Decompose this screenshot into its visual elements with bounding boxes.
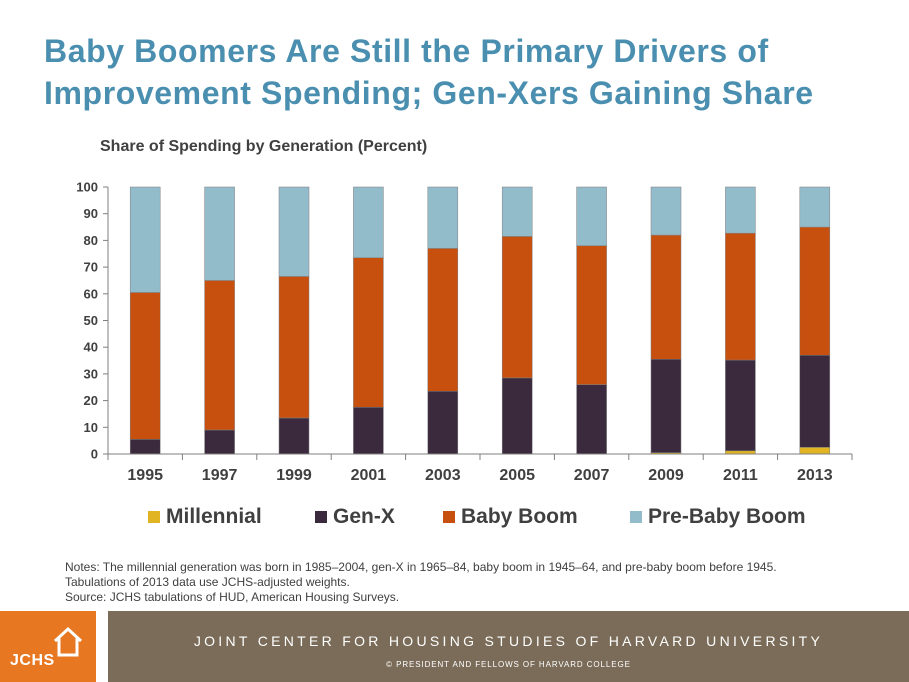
bar-gen-x-1995 [129, 439, 161, 455]
y-tick-label-10: 10 [84, 420, 98, 435]
legend-item-pre-baby-boom: Pre-Baby Boom [630, 505, 806, 529]
y-tick-label-50: 50 [84, 313, 98, 328]
bar-pre-baby-boom-1997 [204, 186, 235, 281]
bar-pre-baby-boom-1995 [129, 186, 161, 293]
y-tick-label-60: 60 [84, 286, 98, 301]
house-outline-icon [53, 626, 83, 657]
bar-gen-x-2003 [427, 391, 459, 455]
chart-legend: Millennial Gen-X Baby Boom Pre-Baby Boom [0, 505, 909, 533]
legend-swatch-baby-boom [443, 511, 455, 523]
bar-gen-x-1999 [278, 417, 310, 455]
footer-institution: JOINT CENTER FOR HOUSING STUDIES OF HARV… [193, 633, 824, 649]
bar-baby-boom-1995 [129, 292, 161, 440]
bar-baby-boom-2003 [427, 248, 459, 392]
x-tick-label-2005: 2005 [499, 467, 535, 484]
bar-baby-boom-1999 [278, 276, 310, 419]
x-tick-label-1995: 1995 [127, 467, 163, 484]
chart-notes: Notes: The millennial generation was bor… [65, 560, 777, 605]
bar-pre-baby-boom-2013 [799, 186, 831, 228]
notes-line-1: Notes: The millennial generation was bor… [65, 560, 777, 574]
bar-baby-boom-2009 [650, 234, 682, 360]
y-tick-label-80: 80 [84, 233, 98, 248]
y-tick-label-40: 40 [84, 340, 98, 355]
bar-baby-boom-2005 [501, 236, 533, 379]
jchs-logo: JCHS [0, 611, 96, 682]
x-tick-label-2001: 2001 [351, 467, 387, 484]
source-line: Source: JCHS tabulations of HUD, America… [65, 590, 400, 604]
footer-copyright: © PRESIDENT AND FELLOWS OF HARVARD COLLE… [386, 660, 631, 669]
page-title: Baby Boomers Are Still the Primary Drive… [44, 30, 894, 114]
bar-gen-x-2001 [353, 407, 384, 455]
y-tick-label-20: 20 [84, 393, 98, 408]
bar-gen-x-2009 [650, 358, 682, 453]
bar-pre-baby-boom-1999 [278, 186, 310, 277]
bar-gen-x-1997 [204, 429, 235, 455]
bar-gen-x-2005 [501, 377, 533, 455]
x-tick-label-2013: 2013 [797, 467, 833, 484]
legend-item-millennial: Millennial [148, 505, 262, 529]
bar-pre-baby-boom-2011 [725, 186, 756, 234]
bar-baby-boom-1997 [204, 280, 235, 431]
x-tick-label-2009: 2009 [648, 467, 684, 484]
bar-pre-baby-boom-2005 [501, 186, 533, 237]
bar-millennial-2013 [799, 447, 831, 455]
y-tick-label-30: 30 [84, 366, 98, 381]
bar-gen-x-2007 [576, 384, 607, 455]
bar-gen-x-2013 [799, 354, 831, 448]
legend-swatch-pre-baby-boom [630, 511, 642, 523]
x-tick-label-2007: 2007 [574, 467, 610, 484]
title-line-1: Baby Boomers Are Still the Primary Drive… [44, 33, 769, 69]
x-tick-label-2003: 2003 [425, 467, 461, 484]
x-tick-label-1999: 1999 [276, 467, 312, 484]
x-tick-label-2011: 2011 [723, 467, 758, 484]
legend-swatch-gen-x [315, 511, 327, 523]
x-tick-label-1997: 1997 [202, 467, 238, 484]
y-tick-label-100: 100 [76, 180, 98, 195]
legend-item-gen-x: Gen-X [315, 505, 395, 529]
stacked-bar-chart: 0 10 20 30 40 50 60 70 80 90 100 1995 1997 1999 2001 20… [76, 180, 853, 484]
legend-label-pre-baby-boom: Pre-Baby Boom [648, 505, 806, 528]
footer-band: JOINT CENTER FOR HOUSING STUDIES OF HARV… [108, 611, 909, 682]
bar-baby-boom-2001 [353, 257, 384, 408]
bar-pre-baby-boom-2001 [353, 186, 384, 258]
bar-pre-baby-boom-2003 [427, 186, 459, 249]
y-tick-label-70: 70 [84, 260, 98, 275]
y-tick-label-90: 90 [84, 206, 98, 221]
title-line-2: Improvement Spending; Gen-Xers Gaining S… [44, 75, 814, 111]
legend-label-baby-boom: Baby Boom [461, 505, 578, 528]
legend-item-baby-boom: Baby Boom [443, 505, 578, 529]
chart-title: Share of Spending by Generation (Percent… [100, 138, 428, 155]
bar-pre-baby-boom-2007 [576, 186, 607, 246]
bar-gen-x-2011 [725, 359, 756, 452]
notes-line-2: Tabulations of 2013 data use JCHS-adjust… [65, 575, 350, 589]
bar-baby-boom-2007 [576, 245, 607, 385]
legend-label-gen-x: Gen-X [333, 505, 395, 528]
bar-baby-boom-2011 [725, 232, 756, 361]
legend-swatch-millennial [148, 511, 160, 523]
legend-label-millennial: Millennial [166, 505, 262, 528]
bar-pre-baby-boom-2009 [650, 186, 682, 236]
bar-baby-boom-2013 [799, 226, 831, 356]
y-tick-label-0: 0 [91, 447, 98, 462]
logo-text: JCHS [10, 652, 55, 669]
